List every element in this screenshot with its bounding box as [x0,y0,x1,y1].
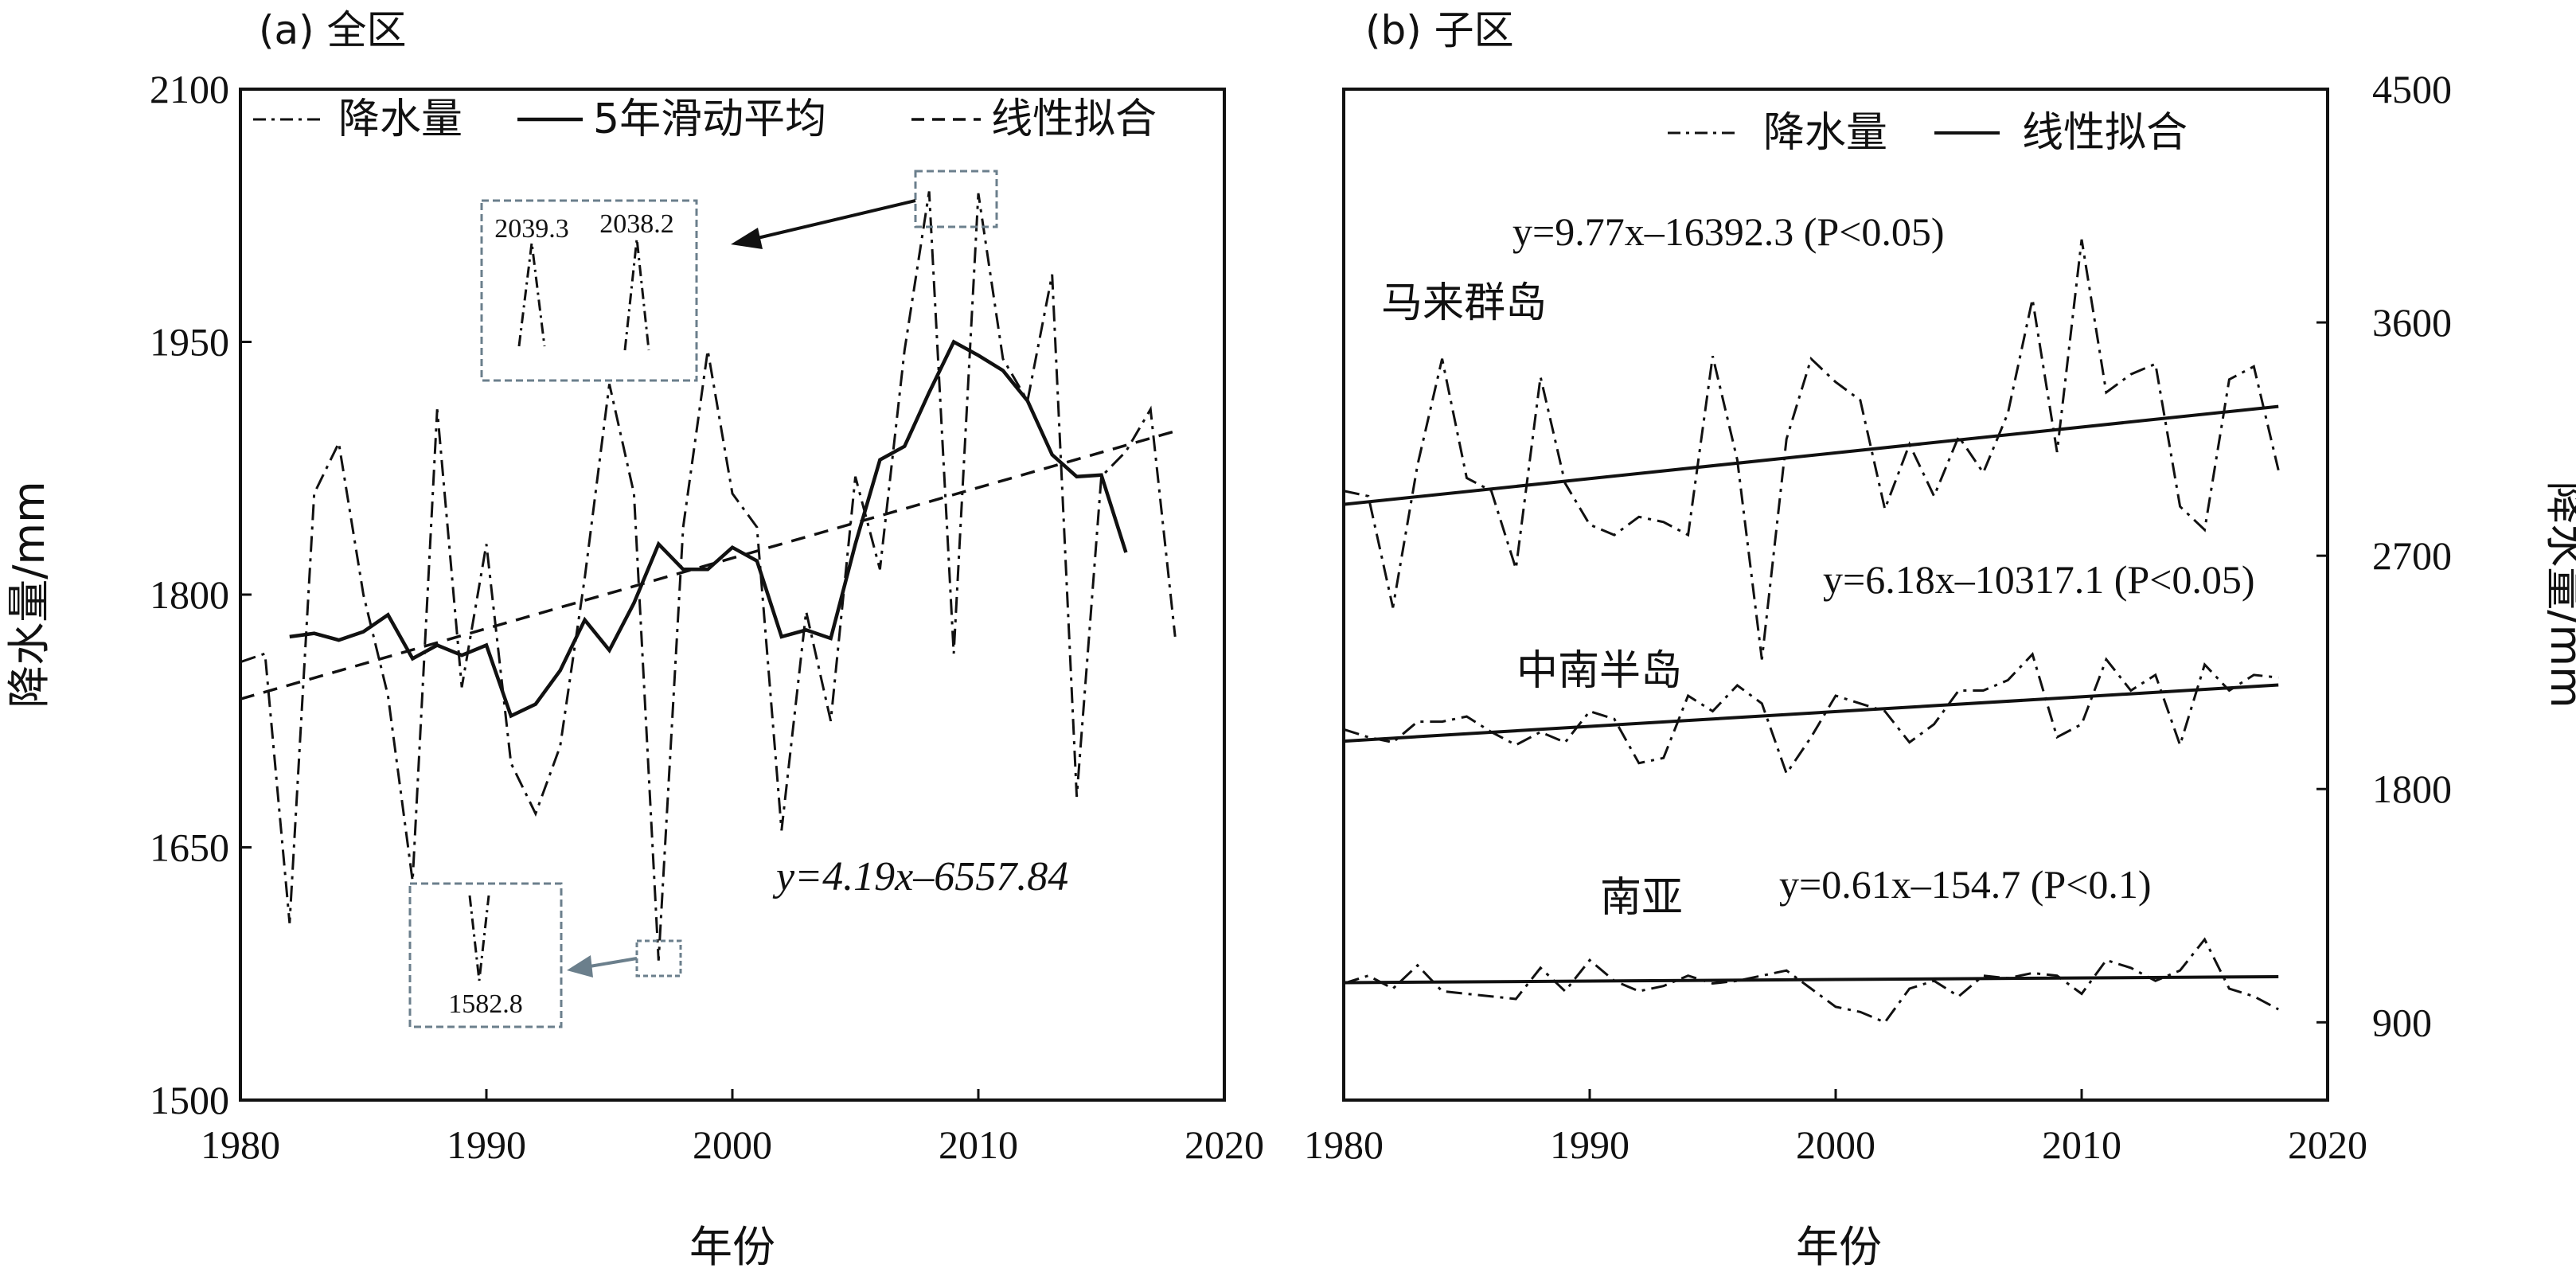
legend-label-moving-average: 5年滑动平均 [593,96,826,143]
max-inset-box [480,199,698,382]
legend-label-precip: 降水量 [338,96,463,143]
panel-b-label: (b) 子区 [1365,7,1514,53]
x-tick-label: 2010 [2042,1122,2121,1167]
panel-a-y-axis: 1500 1650 1800 1950 2100 [150,67,252,1122]
max-callout: 2039.3 2038.2 [480,170,998,382]
max-callout-arrowhead [731,228,763,249]
y-tick-label: 2100 [150,67,229,111]
panel-b-x-axis: 1980 1990 2000 2010 2020 [1304,1089,2367,1167]
series-indochina [1344,651,2279,777]
region-label-malay: 马来群岛 [1381,279,1547,327]
legend-label-precip-b: 降水量 [1763,109,1887,157]
max-value-1: 2039.3 [494,214,569,244]
max-inset-peak-2 [623,238,650,351]
min-inset-trough [468,895,490,981]
y-tick-label: 1950 [150,320,229,365]
equation-south-asia: y=0.61x–154.7 (P<0.1) [1779,862,2152,907]
equation-malay: y=9.77x–16392.3 (P<0.05) [1512,209,1945,254]
panel-b: (b) 子区 900 1800 2700 3600 4500 1980 1990 2000 2… [1304,7,2576,1272]
y-tick-label: 1800 [150,572,229,617]
max-value-2: 2038.2 [599,209,674,239]
x-tick-label: 2000 [1796,1122,1875,1167]
equation-indochina: y=6.18x–10317.1 (P<0.05) [1823,557,2255,602]
x-tick-label: 1980 [201,1122,280,1167]
y-tick-label: 1500 [150,1078,229,1122]
panel-a-legend: 降水量 5年滑动平均 线性拟合 [253,96,1157,143]
panel-a-series-linear-fit [240,430,1176,700]
x-tick-label: 2010 [939,1122,1018,1167]
panel-a-y-axis-title: 降水量/mm [4,481,54,708]
min-callout-arrowhead [567,955,593,977]
min-callout: 1582.8 [408,882,682,1028]
x-tick-label: 2020 [1185,1122,1264,1167]
y-tick-label: 4500 [2372,67,2452,111]
max-callout-arrow [744,199,916,243]
max-marker-box [914,170,998,228]
y-tick-label: 900 [2372,1000,2432,1044]
panel-a: (a) 全区 1500 1650 1800 1950 2100 1980 1990 2000… [4,7,1264,1272]
panel-a-equation: y=4.19x–6557.84 [772,854,1068,899]
legend-label-linear-fit-b: 线性拟合 [2022,109,2188,157]
min-value: 1582.8 [448,989,523,1019]
fit-south-asia [1344,974,2279,985]
fit-indochina [1344,683,2279,743]
panel-a-series-precip [240,191,1177,961]
region-label-indochina: 中南半岛 [1516,647,1682,695]
y-tick-label: 1650 [150,825,229,870]
x-tick-label: 2020 [2288,1122,2367,1167]
panel-b-y-axis-title: 降水量/mm [2541,481,2576,708]
panel-a-x-axis: 1980 1990 2000 2010 2020 [201,1089,1264,1167]
series-south-asia [1344,937,2279,1024]
x-tick-label: 1990 [1550,1122,1630,1167]
y-tick-label: 2700 [2372,533,2452,578]
panel-a-x-axis-title: 年份 [689,1222,775,1272]
min-inset-box [408,882,563,1028]
panel-a-label: (a) 全区 [259,7,407,53]
panel-b-x-axis-title: 年份 [1796,1222,1882,1272]
fit-malay-archipelago [1344,404,2279,506]
region-label-south-asia: 南亚 [1600,874,1683,922]
panel-b-y-axis: 900 1800 2700 3600 4500 [2316,67,2452,1044]
panel-a-frame [239,88,1226,1102]
legend-label-linear-fit: 线性拟合 [991,96,1157,143]
x-tick-label: 1980 [1304,1122,1384,1167]
series-malay-archipelago [1344,239,2280,660]
panel-b-legend: 降水量 线性拟合 [1668,109,2188,157]
y-tick-label: 3600 [2372,300,2452,345]
panel-a-series-moving-average [289,339,1128,719]
x-tick-label: 2000 [693,1122,772,1167]
x-tick-label: 1990 [447,1122,526,1167]
y-tick-label: 1800 [2372,767,2452,811]
min-callout-arrow [584,957,638,969]
